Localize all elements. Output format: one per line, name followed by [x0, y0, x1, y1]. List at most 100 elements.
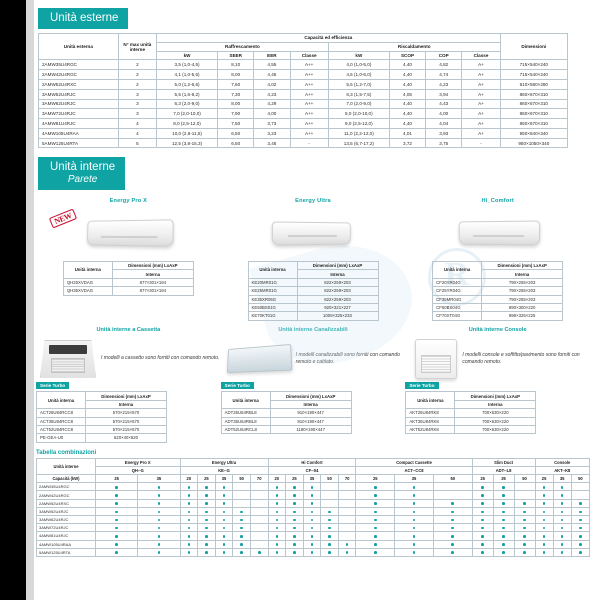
th-group-0: Energy Pro X — [95, 457, 181, 467]
cell-compat — [232, 506, 251, 516]
cell-compat — [137, 539, 181, 549]
compat-dot-icon — [157, 485, 161, 489]
table-row: ADT26U64RBL8 910×190×447 — [220, 408, 352, 418]
cell-compat — [320, 539, 339, 549]
cell-eer: 4,02 — [253, 78, 291, 90]
cell-compat — [337, 547, 357, 557]
cell-cop: 4,04 — [425, 118, 463, 129]
th-group-4: Slim Duct — [471, 457, 536, 467]
compat-dot-icon — [205, 485, 208, 489]
cell-unit: 4AMW81U4RJC — [36, 531, 96, 541]
cell-compat — [534, 547, 554, 557]
cell-compat — [249, 547, 269, 557]
cell-h_cl: A+ — [461, 78, 501, 90]
th-scop: SCOP — [388, 50, 427, 61]
cell-compat — [302, 539, 322, 549]
cell-compat — [355, 547, 396, 557]
compat-dot-icon — [374, 526, 377, 530]
cell-compat — [214, 539, 234, 549]
th-dims: Dimensioni (mm) LxAxP — [85, 391, 167, 401]
cell-h_cl: A+ — [461, 69, 501, 80]
th-unit: Unità interna — [405, 391, 456, 410]
cell-h_kw: 7,0 (2,0-9,0) — [327, 98, 390, 110]
th-cop: COP — [425, 50, 463, 61]
th-groupcode-0: QH--G — [95, 465, 181, 476]
cell-code: PE-GEA-U0 — [36, 433, 86, 443]
cell-c_kw: 4,1 (1,0-5,5) — [155, 69, 219, 80]
compat-dot-icon — [115, 510, 118, 514]
compat-dot-icon — [542, 502, 546, 505]
combination-header-codes: QH--G KE--G CF--04 ACT--CC8 ADT--L8 AKT--K8 — [37, 465, 591, 476]
cell-compat — [94, 539, 139, 549]
section-title: Unità interne Console — [468, 326, 527, 333]
section-header-indoor: Unità interne Parete — [38, 157, 126, 190]
cell-cop: 4,23 — [425, 78, 463, 90]
cell-compat — [197, 490, 216, 500]
cell-compat — [534, 482, 554, 492]
compat-dot-icon — [275, 485, 279, 489]
cell-compat — [249, 482, 269, 492]
th-size: 25 — [355, 474, 396, 484]
compat-dot-icon — [579, 551, 582, 555]
compat-dot-icon — [481, 551, 484, 555]
compat-dot-icon — [205, 494, 208, 497]
cell-c_kw: 7,0 (2,0-10,0) — [155, 108, 219, 120]
cell-compat — [249, 506, 269, 516]
cell-dim: 715×540×240 — [499, 59, 569, 71]
compat-dot-icon — [187, 485, 191, 489]
cell-compat — [267, 498, 287, 508]
cell-compat — [513, 490, 536, 500]
cell-compat — [285, 490, 304, 500]
special-unit-block: Unità interne Canalizzabili I modelli can… — [220, 326, 406, 443]
cell-unit: 2AMW35U4RGC — [36, 482, 96, 492]
table-row: QH35XVDAG 877×301×194 — [62, 286, 194, 296]
table-row: CF20YR04G 790×255×203 — [432, 277, 564, 288]
cell-h_kw: 4,0 (1,0-5,0) — [327, 59, 390, 71]
section-title: Unità interne Canalizzabili — [278, 326, 348, 333]
compat-dot-icon — [451, 526, 455, 530]
cell-compat — [179, 482, 199, 492]
cell-scop: 4,40 — [388, 59, 427, 71]
compat-dot-icon — [157, 502, 161, 505]
cell-dim: 790×255×203 — [481, 286, 564, 296]
compat-dot-icon — [374, 502, 377, 505]
compat-dot-icon — [451, 535, 455, 538]
cell-unit: 2AMW42U4RGC — [36, 490, 96, 500]
compat-dot-icon — [502, 494, 505, 497]
cell-compat — [320, 482, 339, 492]
table-row: 5AMW125U4RTA — [36, 547, 591, 557]
cell-unit: 4AMW105U4RAA — [38, 127, 119, 139]
cell-compat — [197, 531, 216, 541]
cell-eer: 3,73 — [253, 118, 291, 129]
cell-compat — [570, 490, 591, 500]
cell-code: CF70XT04G — [432, 311, 483, 321]
compat-dot-icon — [222, 543, 226, 546]
cell-unit: 5AMW125U4RTA — [38, 137, 119, 149]
compat-dot-icon — [481, 510, 484, 514]
cell-max: 4 — [117, 127, 158, 139]
cell-compat — [179, 490, 199, 500]
section-title-outdoor: Unità esterne — [50, 12, 119, 24]
compat-dot-icon — [523, 551, 526, 555]
cell-compat — [337, 523, 357, 533]
cell-max: 5 — [117, 137, 158, 149]
compat-dot-icon — [502, 510, 505, 514]
cell-compat — [214, 482, 234, 492]
th-size: 50 — [232, 474, 251, 484]
cell-compat — [94, 506, 139, 516]
th-size: 25 — [285, 474, 304, 484]
cell-compat — [513, 482, 536, 492]
cell-unit: 3AMW62U4RJC — [38, 98, 119, 110]
special-unit-block: Unità interne a Cassetta I modelli a cass… — [36, 327, 221, 443]
cell-scop: 4,40 — [388, 69, 427, 80]
compat-dot-icon — [502, 535, 505, 538]
cell-cop: 4,74 — [425, 69, 463, 80]
compat-dot-icon — [157, 551, 161, 555]
compat-dot-icon — [257, 551, 261, 555]
dimensions-table: Unità interna Dimensioni (mm) LxAxP Intern… — [36, 391, 167, 443]
compat-dot-icon — [560, 510, 564, 514]
cell-compat — [337, 490, 357, 500]
cell-compat — [320, 490, 339, 500]
cell-compat — [432, 506, 473, 516]
product-title: Hi_Comfort — [481, 198, 514, 204]
